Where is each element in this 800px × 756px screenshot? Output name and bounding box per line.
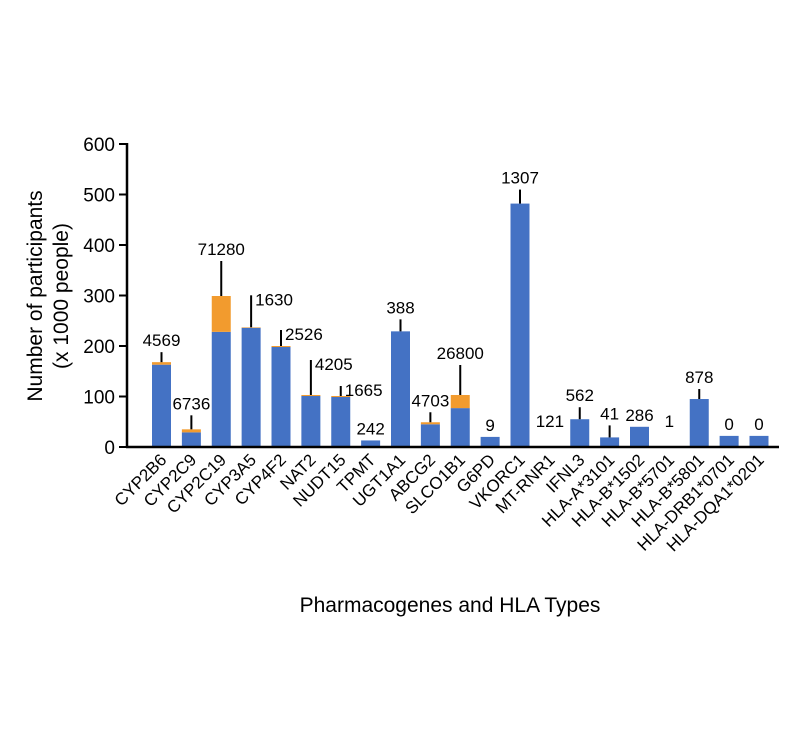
bar-primary (689, 399, 709, 447)
bar-primary (152, 364, 171, 447)
y-axis-title-line2: (x 1000 people) (50, 223, 73, 369)
bar-secondary (331, 395, 351, 398)
bar-secondary (211, 296, 231, 332)
data-label: 388 (386, 298, 414, 317)
bar-primary (241, 327, 261, 447)
y-tick-label: 100 (83, 388, 115, 409)
bar-secondary (241, 327, 261, 328)
data-label: 0 (754, 415, 763, 434)
data-label: 4703 (411, 391, 449, 410)
data-labels-group: 4569 6736 71280 1630 2526 4205 1665 242 388 4703 2… (143, 169, 764, 439)
y-ticks-group: 0 100 200 300 400 500 600 (83, 135, 127, 459)
bar-secondary (181, 429, 201, 433)
bar-secondary (420, 422, 440, 425)
bar-primary (719, 435, 739, 447)
y-tick-label: 500 (83, 186, 115, 207)
bar-primary (331, 397, 351, 447)
bar-primary (301, 395, 321, 447)
data-label: 9 (485, 416, 494, 435)
y-axis-title-line1: Number of participants (24, 190, 47, 401)
data-label: 562 (566, 386, 594, 405)
data-label: 6736 (172, 394, 210, 413)
data-label: 242 (356, 419, 384, 438)
bar-primary (600, 437, 620, 447)
bar-primary (510, 203, 530, 447)
y-tick-label: 400 (83, 236, 115, 257)
bar-primary (450, 408, 470, 447)
data-label: 1630 (255, 290, 293, 309)
data-label: 2526 (285, 325, 323, 344)
y-tick-label: 300 (83, 287, 115, 308)
data-label: 4569 (143, 331, 181, 350)
bar-primary (391, 331, 410, 447)
data-label: 1 (665, 412, 674, 431)
x-labels-group: CYP2B6CYP2C9CYP2C19CYP3A5CYP4F2NAT2NUDT1… (111, 450, 768, 555)
bar-secondary (301, 394, 321, 396)
bar-secondary (450, 394, 470, 409)
bar-secondary (271, 346, 291, 348)
bars-group (152, 203, 769, 447)
bar-primary (420, 424, 440, 447)
bar-secondary (152, 362, 171, 365)
bar-primary (181, 432, 201, 447)
bar-primary (480, 436, 500, 447)
bar-primary (271, 347, 291, 447)
y-tick-label: 600 (83, 135, 115, 156)
y-tick-label: 200 (83, 337, 115, 358)
data-label: 286 (625, 406, 653, 425)
data-label: 41 (600, 404, 619, 423)
data-label: 121 (536, 412, 564, 431)
y-axis-title: Number of participants (x 1000 people) (24, 190, 73, 401)
data-label: 4205 (315, 355, 353, 374)
x-axis-title: Pharmacogenes and HLA Types (300, 594, 601, 617)
data-label: 0 (724, 415, 733, 434)
bar-primary (570, 419, 590, 447)
data-label: 71280 (198, 240, 245, 259)
error-bars-group (160, 189, 701, 438)
bar-primary (361, 440, 381, 447)
data-label: 1307 (501, 169, 539, 188)
y-tick-label: 0 (104, 438, 115, 459)
bar-primary (630, 426, 649, 447)
data-label: 878 (685, 368, 713, 387)
data-label: 1665 (345, 381, 383, 400)
bar-primary (211, 331, 231, 447)
data-label: 26800 (437, 344, 484, 363)
bar-primary (749, 435, 769, 447)
